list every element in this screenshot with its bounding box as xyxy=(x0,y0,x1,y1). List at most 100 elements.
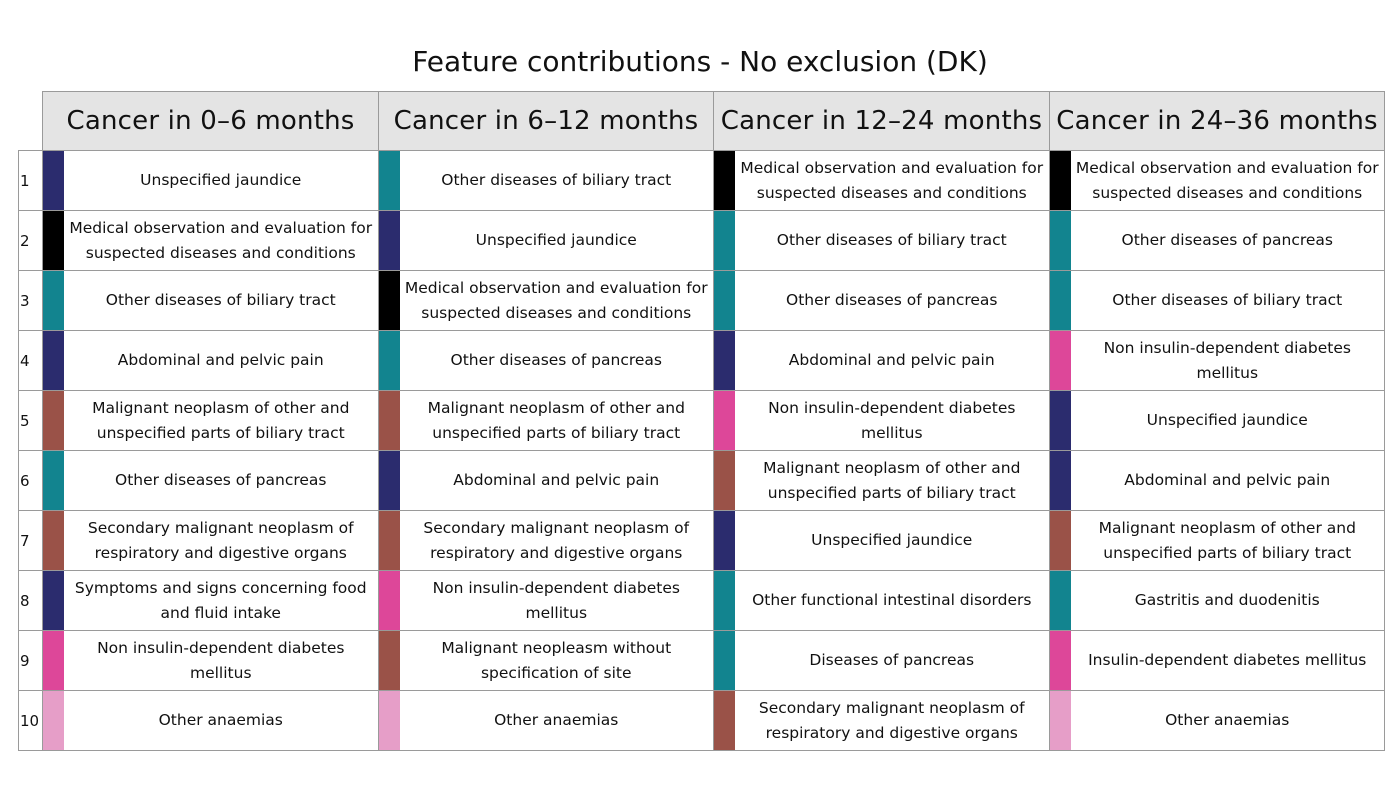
category-color-swatch xyxy=(378,450,400,511)
feature-label: Malignant neoplasm of other and unspecif… xyxy=(1070,510,1385,571)
rank-number: 8 xyxy=(18,570,43,631)
feature-label: Other diseases of biliary tract xyxy=(399,150,714,211)
category-color-swatch xyxy=(378,330,400,391)
category-color-swatch xyxy=(378,510,400,571)
category-color-swatch xyxy=(1049,690,1071,751)
table-row: 3 Other diseases of biliary tract Medical … xyxy=(18,270,1385,331)
category-color-swatch xyxy=(1049,450,1071,511)
feature-label: Medical observation and evaluation for s… xyxy=(1070,150,1385,211)
category-color-swatch xyxy=(713,510,735,571)
category-color-swatch xyxy=(713,150,735,211)
column-header: Cancer in 0–6 months xyxy=(42,91,379,151)
feature-label: Medical observation and evaluation for s… xyxy=(734,150,1050,211)
table-row: 2 Medical observation and evaluation for … xyxy=(18,210,1385,271)
feature-label: Other diseases of pancreas xyxy=(399,330,714,391)
rank-number: 6 xyxy=(18,450,43,511)
feature-label: Malignant neoplasm of other and unspecif… xyxy=(734,450,1050,511)
figure-title: Feature contributions - No exclusion (DK… xyxy=(412,45,988,78)
category-color-swatch xyxy=(42,690,64,751)
feature-label: Unspecified jaundice xyxy=(399,210,714,271)
category-color-swatch xyxy=(713,330,735,391)
category-color-swatch xyxy=(42,630,64,691)
category-color-swatch xyxy=(42,150,64,211)
feature-label: Other diseases of biliary tract xyxy=(63,270,379,331)
column-header: Cancer in 12–24 months xyxy=(713,91,1050,151)
feature-label: Other diseases of biliary tract xyxy=(1070,270,1385,331)
column-header: Cancer in 6–12 months xyxy=(378,91,714,151)
feature-label: Medical observation and evaluation for s… xyxy=(63,210,379,271)
category-color-swatch xyxy=(378,630,400,691)
feature-label: Abdominal and pelvic pain xyxy=(63,330,379,391)
feature-label: Diseases of pancreas xyxy=(734,630,1050,691)
feature-label: Unspecified jaundice xyxy=(63,150,379,211)
category-color-swatch xyxy=(713,570,735,631)
table-row: 1 Unspecified jaundice Other diseases of b… xyxy=(18,150,1385,211)
feature-label: Secondary malignant neoplasm of respirat… xyxy=(399,510,714,571)
category-color-swatch xyxy=(42,390,64,451)
feature-label: Medical observation and evaluation for s… xyxy=(399,270,714,331)
feature-label: Malignant neoplasm of other and unspecif… xyxy=(63,390,379,451)
category-color-swatch xyxy=(713,210,735,271)
category-color-swatch xyxy=(1049,210,1071,271)
header-corner xyxy=(18,91,43,151)
rank-number: 10 xyxy=(18,690,43,751)
category-color-swatch xyxy=(42,570,64,631)
rank-number: 5 xyxy=(18,390,43,451)
feature-label: Other functional intestinal disorders xyxy=(734,570,1050,631)
category-color-swatch xyxy=(42,330,64,391)
table-row: 6 Other diseases of pancreas Abdominal and… xyxy=(18,450,1385,511)
feature-label: Other diseases of pancreas xyxy=(1070,210,1385,271)
feature-label: Non insulin-dependent diabetes mellitus xyxy=(734,390,1050,451)
category-color-swatch xyxy=(1049,570,1071,631)
feature-label: Symptoms and signs concerning food and f… xyxy=(63,570,379,631)
category-color-swatch xyxy=(378,570,400,631)
category-color-swatch xyxy=(1049,330,1071,391)
feature-label: Other anaemias xyxy=(1070,690,1385,751)
feature-label: Other anaemias xyxy=(399,690,714,751)
category-color-swatch xyxy=(42,270,64,331)
category-color-swatch xyxy=(713,390,735,451)
table-row: 8 Symptoms and signs concerning food and … xyxy=(18,570,1385,631)
category-color-swatch xyxy=(378,150,400,211)
category-color-swatch xyxy=(1049,270,1071,331)
table-row: 10 Other anaemias Other anaemias Secondary … xyxy=(18,690,1385,751)
feature-label: Abdominal and pelvic pain xyxy=(399,450,714,511)
category-color-swatch xyxy=(42,510,64,571)
feature-label: Abdominal and pelvic pain xyxy=(1070,450,1385,511)
rank-number: 4 xyxy=(18,330,43,391)
feature-contributions-table: Cancer in 0–6 months Cancer in 6–12 mont… xyxy=(18,91,1385,751)
table-row: 4 Abdominal and pelvic pain Other diseases… xyxy=(18,330,1385,391)
feature-label: Other diseases of biliary tract xyxy=(734,210,1050,271)
rank-number: 9 xyxy=(18,630,43,691)
category-color-swatch xyxy=(713,450,735,511)
category-color-swatch xyxy=(713,270,735,331)
category-color-swatch xyxy=(378,210,400,271)
feature-label: Malignant neoplasm of other and unspecif… xyxy=(399,390,714,451)
feature-label: Abdominal and pelvic pain xyxy=(734,330,1050,391)
feature-label: Non insulin-dependent diabetes mellitus xyxy=(63,630,379,691)
table-row: 7 Secondary malignant neoplasm of respira… xyxy=(18,510,1385,571)
category-color-swatch xyxy=(713,690,735,751)
feature-label: Other diseases of pancreas xyxy=(63,450,379,511)
feature-label: Secondary malignant neoplasm of respirat… xyxy=(734,690,1050,751)
header-row: Cancer in 0–6 months Cancer in 6–12 mont… xyxy=(18,91,1385,151)
feature-label: Other anaemias xyxy=(63,690,379,751)
category-color-swatch xyxy=(42,210,64,271)
feature-label: Non insulin-dependent diabetes mellitus xyxy=(1070,330,1385,391)
category-color-swatch xyxy=(378,390,400,451)
feature-label: Unspecified jaundice xyxy=(1070,390,1385,451)
rank-number: 1 xyxy=(18,150,43,211)
category-color-swatch xyxy=(42,450,64,511)
table-row: 5 Malignant neoplasm of other and unspeci… xyxy=(18,390,1385,451)
table-row: 9 Non insulin-dependent diabetes mellitus… xyxy=(18,630,1385,691)
rank-number: 3 xyxy=(18,270,43,331)
feature-label: Insulin-dependent diabetes mellitus xyxy=(1070,630,1385,691)
category-color-swatch xyxy=(713,630,735,691)
rank-number: 7 xyxy=(18,510,43,571)
feature-label: Non insulin-dependent diabetes mellitus xyxy=(399,570,714,631)
feature-label: Other diseases of pancreas xyxy=(734,270,1050,331)
rank-number: 2 xyxy=(18,210,43,271)
feature-label: Malignant neopleasm without specificatio… xyxy=(399,630,714,691)
category-color-swatch xyxy=(378,270,400,331)
category-color-swatch xyxy=(1049,150,1071,211)
